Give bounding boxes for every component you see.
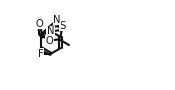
Text: O: O [36, 19, 43, 29]
Text: O: O [46, 35, 54, 46]
Text: N: N [54, 15, 61, 25]
Text: N: N [47, 26, 54, 36]
Text: F: F [37, 49, 43, 59]
Text: S: S [60, 21, 66, 31]
